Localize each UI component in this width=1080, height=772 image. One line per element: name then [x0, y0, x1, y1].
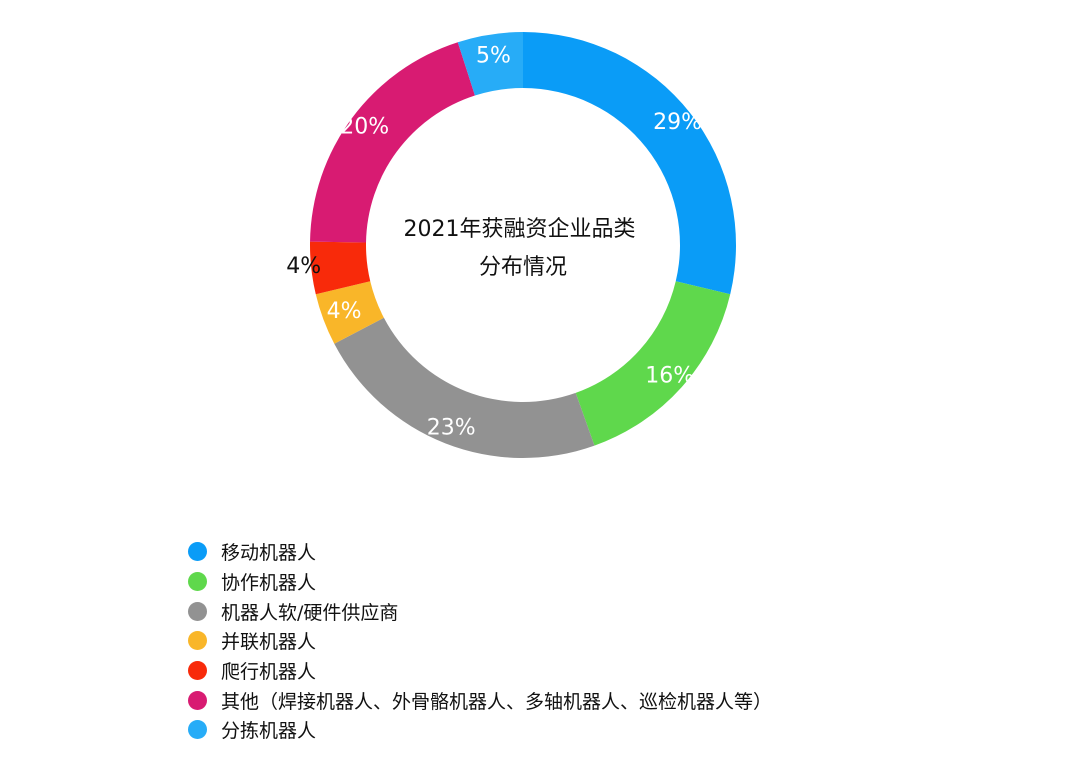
slices-layer — [310, 32, 736, 458]
slice-label-1: 29% — [653, 110, 702, 135]
donut-slice-2 — [575, 281, 731, 446]
chart-legend: 移动机器人协作机器人机器人软/硬件供应商 并联机器人爬行机器人其他（焊接机器人、外… — [188, 537, 772, 745]
legend-item-1: 移动机器人 — [188, 537, 772, 567]
legend-label: 并联机器人 — [221, 631, 317, 654]
slice-label-4: 4% — [327, 299, 362, 324]
donut-chart: 29% 16% 23% 4%4% 20% 5% 2021年获融资企业品类 分布情况 — [286, 32, 736, 458]
legend-swatch — [188, 720, 207, 740]
slice-label-5: 4% — [286, 254, 321, 279]
slice-label-6: 20% — [340, 115, 389, 140]
legend-item-7: 分拣机器人 — [188, 715, 772, 745]
donut-slice-4 — [315, 281, 384, 344]
slice-labels-layer: 29% 16% 23% 4%4% 20% 5% — [286, 43, 702, 440]
legend-item-2: 协作机器人 — [188, 567, 772, 597]
chart-title: 2021年获融资企业品类 分布情况 — [404, 217, 643, 280]
legend-label: 机器人软/硬件供应商 — [221, 601, 399, 624]
legend-item-4: 并联机器人 — [188, 626, 772, 656]
legend-item-5: 爬行机器人 — [188, 656, 772, 686]
donut-slice-3 — [334, 317, 595, 458]
legend-swatch — [188, 572, 207, 592]
donut-slice-5 — [310, 241, 371, 295]
slice-label-2: 16% — [645, 364, 694, 389]
legend-swatch — [188, 690, 207, 710]
slice-label-3: 23% — [427, 415, 476, 440]
legend-label: 其他（焊接机器人、外骨骼机器人、多轴机器人、巡检机器人等） — [221, 690, 773, 713]
legend-swatch — [188, 542, 207, 562]
legend-swatch — [188, 601, 207, 621]
chart-title-line-2: 分布情况 — [479, 255, 567, 280]
legend-swatch — [188, 661, 207, 681]
legend-swatch — [188, 631, 207, 651]
legend-label: 爬行机器人 — [221, 661, 317, 684]
slice-label-7: 5% — [476, 43, 511, 68]
legend-label: 移动机器人 — [221, 542, 317, 565]
legend-item-3: 机器人软/硬件供应商 — [188, 596, 772, 626]
chart-title-line-1: 2021年获融资企业品类 — [404, 217, 636, 242]
donut-slice-6 — [310, 42, 475, 243]
donut-slice-1 — [523, 32, 736, 295]
donut-slice-7 — [457, 32, 523, 96]
legend-label: 协作机器人 — [221, 572, 317, 595]
legend-label: 分拣机器人 — [221, 720, 317, 743]
legend-item-6: 其他（焊接机器人、外骨骼机器人、多轴机器人、巡检机器人等） — [188, 685, 772, 715]
